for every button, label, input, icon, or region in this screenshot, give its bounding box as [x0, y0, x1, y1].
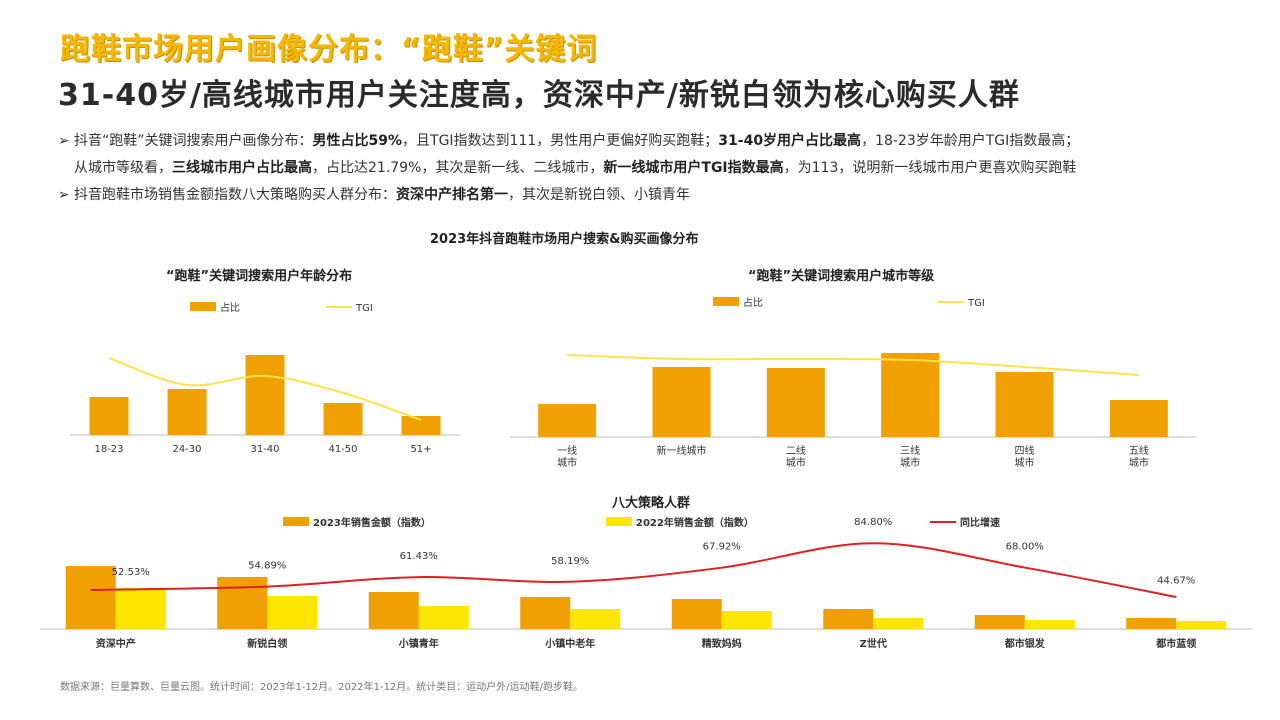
bullet-text: 三线城市用户占比最高	[172, 160, 312, 176]
data-label: 68.00%	[1006, 542, 1044, 553]
legend-label: 2023年销售金额（指数）	[313, 516, 431, 529]
bar-2023	[520, 597, 571, 629]
bullet-text: ，为113，说明新一线城市用户更喜欢购买跑鞋	[783, 160, 1077, 176]
x-tick-label: 41-50	[328, 444, 357, 455]
bullet-text: 抖音“跑鞋”关键词搜索用户画像分布：	[74, 133, 313, 149]
bar	[401, 416, 441, 435]
bar	[89, 397, 129, 435]
bar	[995, 372, 1054, 437]
bullet-text: 抖音跑鞋市场销售金额指数八大策略购买人群分布：	[74, 187, 396, 203]
bar-2023	[974, 615, 1025, 629]
x-tick-label: 五线	[1129, 444, 1149, 457]
x-tick-label: 城市	[900, 456, 920, 469]
bar-2022	[115, 588, 166, 629]
bar-2022	[1024, 620, 1075, 629]
bullet-line: ➢ 抖音跑鞋市场销售金额指数八大策略购买人群分布：资深中产排名第一，其次是新锐白…	[58, 184, 690, 204]
x-tick-label: 51+	[410, 444, 431, 455]
bar-2023	[1126, 618, 1177, 629]
legend-label: 占比	[220, 301, 240, 314]
data-label: 52.53%	[112, 567, 150, 578]
bar-2022	[418, 606, 469, 629]
bar-2023	[823, 609, 874, 629]
legend-label: 同比增速	[960, 516, 1000, 529]
x-tick-label: 都市银发	[1004, 637, 1046, 650]
legend-swatch	[190, 302, 216, 311]
x-tick-label: 新锐白领	[247, 637, 287, 650]
data-label: 61.43%	[400, 551, 438, 562]
bar	[1109, 400, 1168, 437]
x-tick-label: 资深中产	[96, 637, 136, 650]
bar-2022	[721, 611, 772, 629]
x-tick-label: 城市	[557, 456, 577, 469]
data-label: 84.80%	[854, 517, 892, 528]
x-tick-label: 四线	[1015, 444, 1035, 457]
city-chart-title: “跑鞋”关键词搜索用户城市等级	[748, 269, 935, 284]
x-tick-label: 三线	[900, 444, 920, 457]
bar	[167, 389, 207, 435]
bar	[881, 353, 940, 437]
bullet-line: 从城市等级看，三线城市用户占比最高，占比达21.79%，其次是新一线、二线城市，…	[58, 157, 1076, 177]
bullet-arrow-icon: ➢	[58, 133, 70, 149]
x-tick-label: 城市	[1015, 456, 1035, 469]
bullet-text: 新一线城市用户TGI指数最高	[603, 160, 784, 176]
x-tick-label: 一线	[557, 444, 577, 457]
bullet-text: 资深中产排名第一	[396, 187, 508, 203]
bar	[538, 404, 597, 437]
legend-swatch	[713, 297, 739, 306]
x-tick-label: 31-40	[250, 444, 279, 455]
bar-2022	[873, 618, 924, 629]
x-tick-label: 都市蓝领	[1155, 637, 1196, 650]
bullet-text: ，且TGI指数达到111，男性用户更偏好购买跑鞋；	[402, 133, 719, 149]
bar-2023	[217, 577, 268, 629]
x-tick-label: 小镇青年	[398, 637, 439, 650]
legend-label: 占比	[743, 296, 763, 309]
data-label: 58.19%	[551, 556, 589, 567]
x-tick-label: 城市	[786, 456, 806, 469]
data-label: 54.89%	[248, 561, 286, 572]
x-tick-label: 二线	[786, 444, 806, 457]
data-label: 67.92%	[703, 542, 741, 553]
bar-2023	[368, 592, 419, 629]
x-tick-label: Z世代	[860, 637, 887, 650]
bar-2022	[1176, 621, 1227, 629]
x-tick-label: 精致妈妈	[702, 637, 742, 650]
bar-2022	[570, 609, 621, 629]
footer-source: 数据来源：巨量算数、巨量云图。统计时间：2023年1-12月。2022年1-12…	[60, 682, 584, 693]
strategy-chart-title: 八大策略人群	[612, 496, 691, 511]
bullet-text: ，18-23岁年龄用户TGI指数最高；	[861, 133, 1080, 149]
page-subtitle: 31-40岁/高线城市用户关注度高，资深中产/新锐白领为核心购买人群	[58, 78, 1020, 113]
bullet-text: ，其次是新锐白领、小镇青年	[508, 187, 690, 203]
bar-2022	[267, 596, 318, 629]
legend-label: TGI	[967, 298, 985, 309]
bar	[766, 368, 825, 437]
bullet-arrow-icon: ➢	[58, 187, 70, 203]
legend-label: TGI	[355, 303, 373, 314]
bar	[652, 367, 711, 437]
tgi-line	[108, 357, 422, 421]
bullet-text: 31-40岁用户占比最高	[718, 133, 862, 149]
bullet-text: 男性占比59%	[312, 133, 403, 149]
tgi-line	[567, 354, 1139, 376]
age-chart-title: “跑鞋”关键词搜索用户年龄分布	[166, 269, 353, 284]
bar	[323, 403, 363, 435]
x-tick-label: 24-30	[172, 444, 201, 455]
x-tick-label: 城市	[1129, 456, 1149, 469]
data-label: 44.67%	[1157, 575, 1195, 586]
x-tick-label: 小镇中老年	[544, 637, 595, 650]
x-tick-label: 18-23	[94, 444, 123, 455]
page-title: 跑鞋市场用户画像分布：“跑鞋”关键词	[60, 32, 598, 67]
legend-swatch	[606, 517, 632, 526]
bullet-line: ➢ 抖音“跑鞋”关键词搜索用户画像分布：男性占比59%，且TGI指数达到111，…	[58, 130, 1079, 150]
x-tick-label: 新一线城市	[657, 444, 707, 457]
bar-2023	[671, 599, 722, 629]
legend-swatch	[283, 517, 309, 526]
legend-label: 2022年销售金额（指数）	[636, 516, 754, 529]
bar-2023	[65, 566, 116, 629]
main-chart-title: 2023年抖音跑鞋市场用户搜索&购买画像分布	[430, 232, 699, 247]
bar	[245, 355, 285, 435]
bullet-text: 从城市等级看，	[74, 160, 172, 176]
bullet-text: ，占比达21.79%，其次是新一线、二线城市，	[312, 160, 604, 176]
growth-line	[90, 542, 1177, 598]
